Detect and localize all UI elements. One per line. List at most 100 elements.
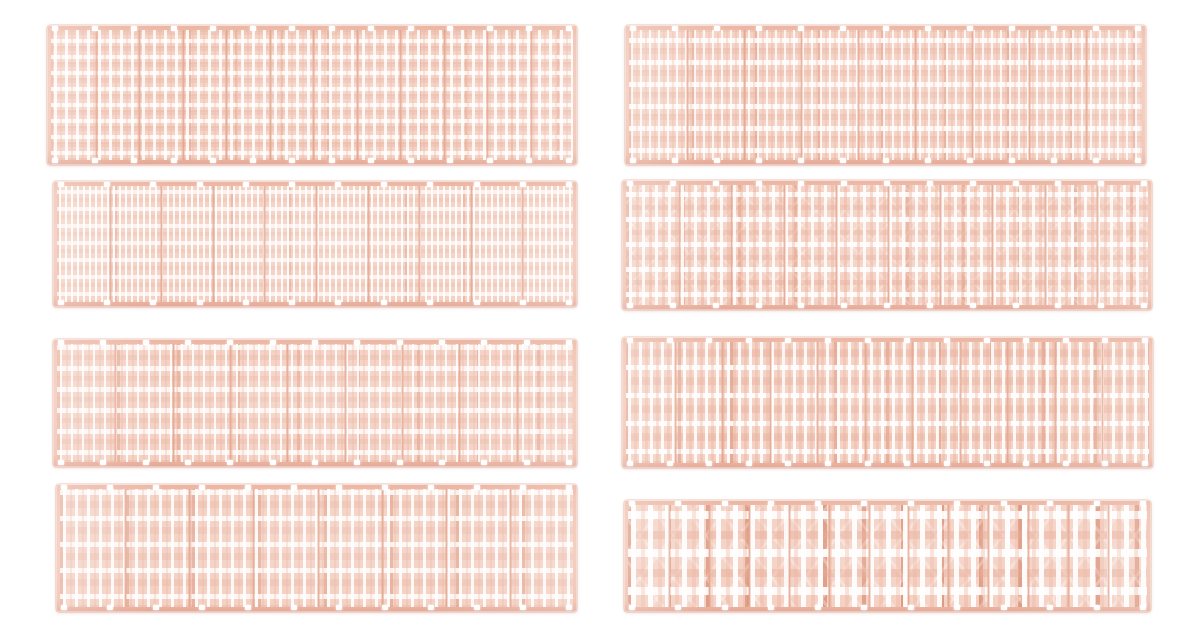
divider-rail bbox=[344, 344, 347, 462]
tooling-hole bbox=[629, 501, 635, 506]
tooling-hole bbox=[566, 300, 572, 305]
tooling-hole bbox=[1142, 338, 1148, 343]
tooling-hole bbox=[884, 181, 890, 186]
tooling-hole bbox=[706, 338, 712, 343]
tooling-hole bbox=[722, 605, 728, 610]
tooling-hole bbox=[1102, 461, 1108, 466]
tooling-hole bbox=[1140, 501, 1146, 506]
tooling-hole bbox=[58, 300, 64, 305]
tooling-hole bbox=[428, 605, 434, 610]
divider-rail bbox=[721, 342, 724, 463]
tooling-hole bbox=[368, 26, 374, 31]
tooling-hole bbox=[1063, 461, 1069, 466]
tooling-hole bbox=[883, 26, 889, 31]
tooling-hole bbox=[1009, 158, 1015, 163]
tooling-hole bbox=[672, 26, 678, 31]
rail-holes-top bbox=[53, 340, 577, 346]
tooling-hole bbox=[153, 605, 159, 610]
tooling-hole bbox=[291, 605, 297, 610]
tooling-hole bbox=[52, 26, 58, 31]
tooling-hole bbox=[58, 340, 64, 345]
tooling-hole bbox=[481, 460, 487, 465]
tooling-hole bbox=[291, 485, 297, 490]
tooling-hole bbox=[840, 26, 846, 31]
tooling-hole bbox=[840, 158, 846, 163]
tooling-hole bbox=[756, 303, 762, 308]
tooling-hole bbox=[107, 605, 113, 610]
tooling-hole bbox=[908, 605, 914, 610]
tooling-hole bbox=[381, 182, 387, 187]
tooling-hole bbox=[785, 461, 791, 466]
tooling-hole bbox=[474, 300, 480, 305]
tooling-hole bbox=[439, 340, 445, 345]
tooling-hole bbox=[756, 181, 762, 186]
tooling-hole bbox=[520, 300, 526, 305]
tooling-hole bbox=[143, 340, 149, 345]
unit-divider-rails bbox=[57, 344, 573, 462]
tooling-hole bbox=[526, 26, 532, 31]
divider-rail bbox=[914, 30, 917, 160]
tooling-hole bbox=[566, 605, 572, 610]
tooling-hole bbox=[566, 460, 572, 465]
tooling-hole bbox=[210, 158, 216, 163]
divider-rail bbox=[138, 30, 141, 160]
unit-divider-rails bbox=[57, 186, 573, 302]
tooling-hole bbox=[1055, 181, 1061, 186]
divider-rail bbox=[987, 505, 990, 607]
tooling-hole bbox=[197, 182, 203, 187]
tooling-hole bbox=[354, 460, 360, 465]
tooling-hole bbox=[312, 460, 318, 465]
tooling-hole bbox=[289, 26, 295, 31]
tooling-hole bbox=[336, 605, 342, 610]
divider-rail bbox=[269, 30, 272, 160]
tooling-hole bbox=[984, 461, 990, 466]
divider-rail bbox=[225, 30, 228, 160]
unit-divider-rails bbox=[629, 30, 1142, 160]
tooling-hole bbox=[336, 485, 342, 490]
tooling-hole bbox=[487, 26, 493, 31]
divider-rail bbox=[939, 185, 942, 305]
tooling-hole bbox=[526, 158, 532, 163]
tooling-hole bbox=[714, 26, 720, 31]
tooling-hole bbox=[381, 300, 387, 305]
tooling-hole bbox=[289, 182, 295, 187]
tooling-hole bbox=[841, 303, 847, 308]
tooling-hole bbox=[627, 461, 633, 466]
lead-frame-strip bbox=[622, 337, 1153, 468]
divider-rail bbox=[868, 505, 871, 607]
tooling-hole bbox=[1135, 26, 1141, 31]
divider-rail bbox=[748, 505, 751, 607]
tooling-hole bbox=[883, 158, 889, 163]
tooling-hole bbox=[1023, 461, 1029, 466]
divider-rail bbox=[470, 186, 473, 302]
tooling-hole bbox=[713, 181, 719, 186]
tooling-hole bbox=[1051, 158, 1057, 163]
tooling-hole bbox=[768, 501, 774, 506]
unit-divider-rails bbox=[628, 505, 1147, 607]
tooling-hole bbox=[1140, 605, 1146, 610]
tooling-hole bbox=[861, 605, 867, 610]
etched-unit-field bbox=[51, 30, 573, 160]
tooling-hole bbox=[722, 501, 728, 506]
divider-rail bbox=[1085, 30, 1088, 160]
divider-rail bbox=[730, 185, 733, 305]
divider-rail bbox=[1096, 185, 1099, 305]
tooling-hole bbox=[884, 303, 890, 308]
tooling-hole bbox=[474, 605, 480, 610]
tooling-hole bbox=[520, 182, 526, 187]
tooling-hole bbox=[1141, 181, 1147, 186]
etched-pattern-tall-cell-array bbox=[60, 489, 573, 607]
tooling-hole bbox=[566, 158, 572, 163]
lead-frame-strip bbox=[625, 25, 1146, 165]
tooling-hole bbox=[227, 460, 233, 465]
tooling-hole bbox=[1102, 338, 1108, 343]
tooling-hole bbox=[104, 182, 110, 187]
etched-unit-field bbox=[57, 186, 573, 302]
tooling-hole bbox=[1093, 26, 1099, 31]
divider-rail bbox=[286, 344, 289, 462]
tooling-hole bbox=[667, 461, 673, 466]
tooling-hole bbox=[925, 26, 931, 31]
tooling-hole bbox=[904, 461, 910, 466]
tooling-hole bbox=[746, 461, 752, 466]
